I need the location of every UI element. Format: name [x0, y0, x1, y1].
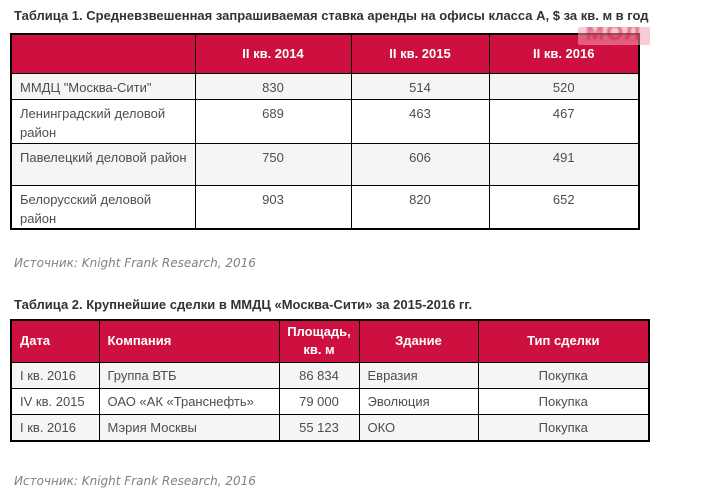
deal-type: Покупка: [477, 414, 650, 441]
table-row: IV кв. 2015 ОАО «АК «Транснефть» 79 000 …: [10, 388, 650, 415]
table2-header-area: Площадь, кв. м: [278, 319, 360, 363]
table1-source: Источник: Knight Frank Research, 2016: [14, 255, 256, 270]
district-label: Белорусский деловой район: [10, 184, 196, 229]
deal-company: Группа ВТБ: [98, 362, 280, 389]
deal-date: I кв. 2016: [10, 362, 100, 389]
table2-header-date: Дата: [10, 319, 100, 363]
table-row: Павелецкий деловой район 750 606 491: [10, 142, 640, 186]
district-label: Павелецкий деловой район: [10, 142, 196, 186]
rate-2015: 463: [350, 98, 490, 144]
table1-title: Таблица 1. Средневзвешенная запрашиваема…: [14, 8, 649, 23]
table-row: Ленинградский деловой район 689 463 467: [10, 98, 640, 144]
rate-2016: 652: [488, 184, 640, 229]
deal-building: ОКО: [358, 414, 479, 441]
deal-type: Покупка: [477, 362, 650, 389]
rate-2016: 520: [488, 72, 640, 100]
district-label: Ленинградский деловой район: [10, 98, 196, 144]
rate-2015: 820: [350, 184, 490, 229]
table1-header-q2-2014: II кв. 2014: [194, 33, 352, 74]
deal-area: 86 834: [278, 362, 360, 389]
rate-2014: 830: [194, 72, 352, 100]
rate-2014: 903: [194, 184, 352, 229]
deal-area: 79 000: [278, 388, 360, 415]
table2-title: Таблица 2. Крупнейшие сделки в ММДЦ «Мос…: [14, 296, 473, 312]
table-row: Белорусский деловой район 903 820 652: [10, 184, 640, 229]
deal-company: Мэрия Москвы: [98, 414, 280, 441]
district-label: ММДЦ "Москва-Сити": [10, 72, 196, 100]
deal-building: Евразия: [358, 362, 479, 389]
deals-table: Дата Компания Площадь, кв. м Здание Тип …: [10, 318, 650, 442]
rate-2016: 491: [488, 142, 640, 186]
rate-2015: 606: [350, 142, 490, 186]
table2-header-deal-type: Тип сделки: [477, 319, 650, 363]
table2-header-building: Здание: [358, 319, 479, 363]
table1-header-empty: [10, 33, 196, 74]
deal-area: 55 123: [278, 414, 360, 441]
deal-building: Эволюция: [358, 388, 479, 415]
table-row: I кв. 2016 Группа ВТБ 86 834 Евразия Пок…: [10, 362, 650, 389]
rate-2014: 689: [194, 98, 352, 144]
table1-header-q2-2015: II кв. 2015: [350, 33, 490, 74]
table2-header-company: Компания: [98, 319, 280, 363]
rate-2016: 467: [488, 98, 640, 144]
table-row: ММДЦ "Москва-Сити" 830 514 520: [10, 72, 640, 100]
rental-rates-table: II кв. 2014 II кв. 2015 II кв. 2016 ММДЦ…: [10, 33, 640, 230]
deal-date: IV кв. 2015: [10, 388, 100, 415]
table-row: I кв. 2016 Мэрия Москвы 55 123 ОКО Покуп…: [10, 414, 650, 441]
deal-type: Покупка: [477, 388, 650, 415]
rate-2014: 750: [194, 142, 352, 186]
table2-header-row: Дата Компания Площадь, кв. м Здание Тип …: [10, 319, 650, 363]
table1-header-row: II кв. 2014 II кв. 2015 II кв. 2016: [10, 33, 640, 74]
table1-header-q2-2016: II кв. 2016: [488, 33, 640, 74]
deal-company: ОАО «АК «Транснефть»: [98, 388, 280, 415]
deal-date: I кв. 2016: [10, 414, 100, 441]
rate-2015: 514: [350, 72, 490, 100]
table2-source: Источник: Knight Frank Research, 2016: [14, 473, 256, 488]
